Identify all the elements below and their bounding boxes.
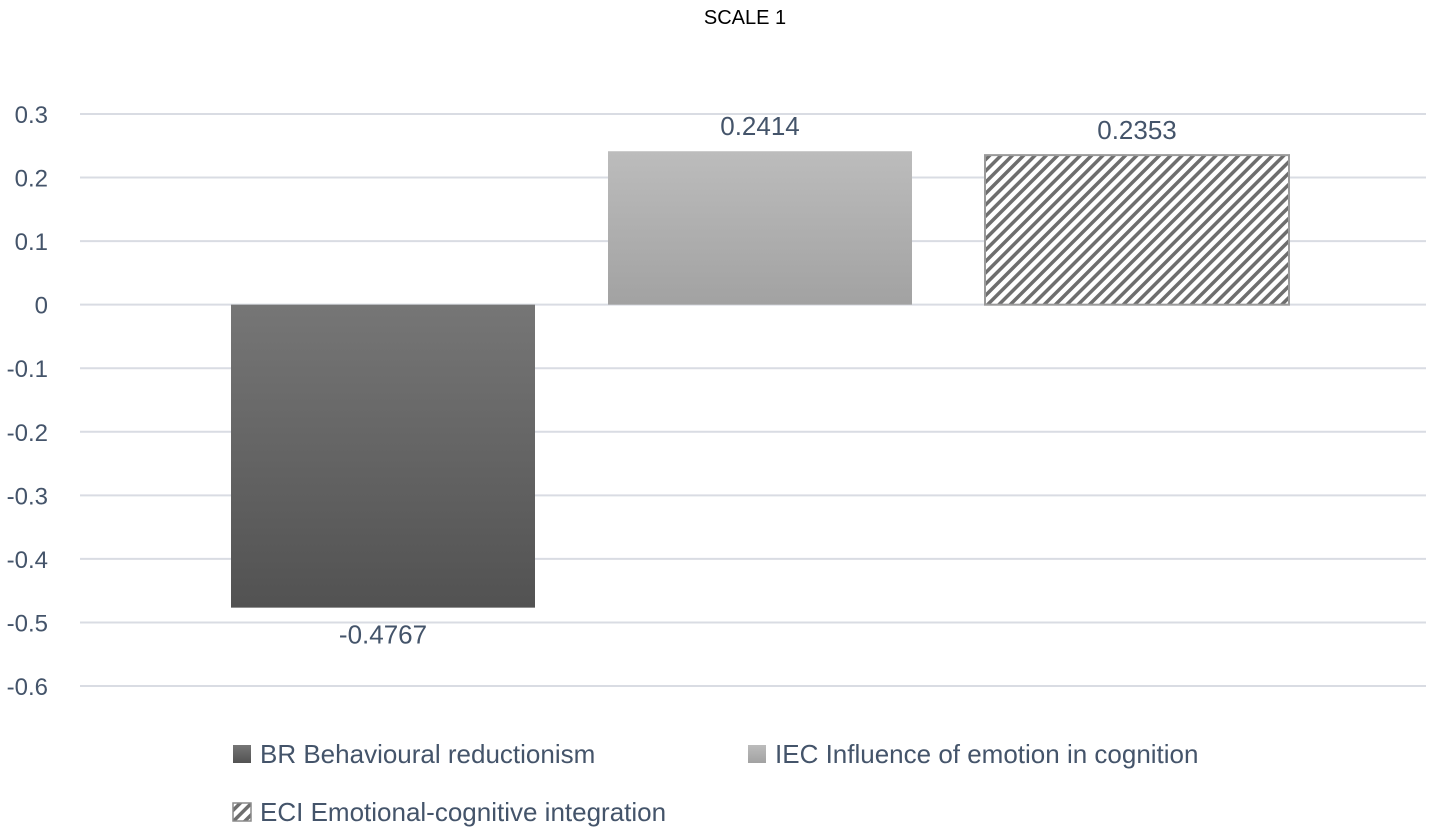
y-tick-label: -0.6 <box>7 674 48 701</box>
bar-br <box>231 304 535 608</box>
legend-label: BR Behavioural reductionism <box>260 739 595 769</box>
y-tick-label: -0.1 <box>7 356 48 383</box>
data-labels: -0.4767 0.2414 0.2353 <box>339 111 1177 649</box>
legend-swatch <box>233 745 251 763</box>
y-tick-label: -0.4 <box>7 547 48 574</box>
bar-iec <box>608 151 912 305</box>
y-tick-label: -0.5 <box>7 610 48 637</box>
data-label: 0.2414 <box>720 111 800 141</box>
bars <box>231 151 1290 608</box>
legend-label: ECI Emotional-cognitive integration <box>260 797 666 827</box>
legend: BR Behavioural reductionism IEC Influence… <box>232 739 1198 827</box>
data-label: 0.2353 <box>1097 115 1177 145</box>
y-tick-label: -0.2 <box>7 420 48 447</box>
data-label: -0.4767 <box>339 620 427 650</box>
chart-title: SCALE 1 <box>704 7 786 29</box>
legend-label: IEC Influence of emotion in cognition <box>775 739 1198 769</box>
y-axis-ticks: 0.3 0.2 0.1 0 -0.1 -0.2 -0.3 -0.4 -0.5 -0.6 <box>7 102 48 701</box>
y-tick-label: 0.2 <box>15 166 48 193</box>
y-tick-label: 0 <box>35 293 48 320</box>
legend-swatch <box>748 745 766 763</box>
y-tick-label: -0.3 <box>7 483 48 510</box>
y-tick-label: 0.3 <box>15 102 48 129</box>
y-tick-label: 0.1 <box>15 229 48 256</box>
bar-eci <box>984 154 1290 306</box>
legend-swatch <box>232 802 252 822</box>
